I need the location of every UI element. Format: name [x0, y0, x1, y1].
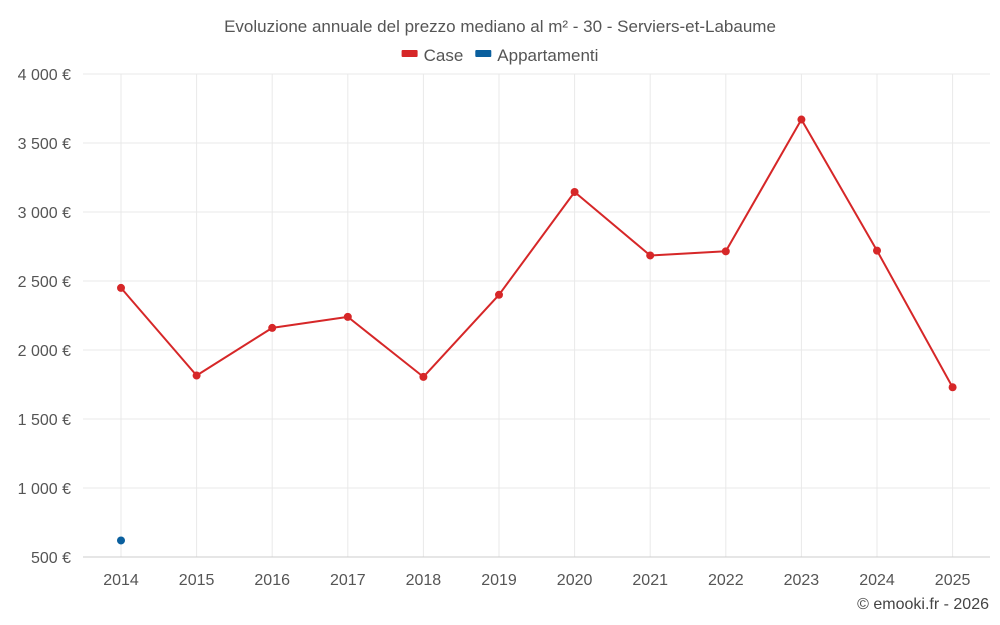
data-point-case-2020[interactable] — [570, 187, 579, 196]
data-point-case-2025[interactable] — [948, 383, 957, 392]
series-line-case — [120, 118, 954, 388]
data-point-case-2024[interactable] — [873, 246, 881, 255]
x-tick-label: 2016 — [254, 572, 290, 589]
y-tick-label: 2 000 € — [18, 343, 71, 360]
x-tick-label: 2024 — [859, 572, 895, 589]
y-tick-label: 3 500 € — [18, 136, 71, 153]
x-tick-label: 2018 — [406, 572, 442, 589]
data-point-case-2018[interactable] — [419, 372, 428, 381]
x-tick-label: 2017 — [330, 572, 366, 589]
legend-swatch — [475, 50, 492, 57]
legend-label: Case — [424, 46, 464, 65]
x-tick-label: 2014 — [103, 572, 139, 589]
x-tick-label: 2025 — [935, 572, 971, 589]
legend-label: Appartamenti — [497, 46, 598, 65]
chart-title: Evoluzione annuale del prezzo mediano al… — [224, 17, 776, 36]
data-point-case-2021[interactable] — [646, 251, 655, 260]
y-axis: 500 € 1 000 € 1 500 € 2 000 € 2 500 € 3 000 €… — [18, 67, 71, 567]
y-tick-label: 1 000 € — [18, 481, 71, 498]
data-point-appartamenti-2014[interactable] — [117, 536, 125, 545]
data-point-case-2017[interactable] — [343, 312, 352, 321]
data-point-case-2015[interactable] — [192, 371, 201, 380]
grid — [83, 73, 990, 558]
y-tick-label: 3 000 € — [18, 205, 71, 222]
x-tick-label: 2021 — [632, 572, 668, 589]
legend-item-case[interactable]: Case — [401, 46, 464, 65]
y-tick-label: 1 500 € — [18, 412, 71, 429]
legend-item-appartamenti[interactable]: Appartamenti — [475, 46, 598, 65]
y-tick-label: 4 000 € — [18, 67, 71, 84]
x-tick-label: 2020 — [557, 572, 593, 589]
x-tick-label: 2022 — [708, 572, 744, 589]
x-axis: 2014 2015 2016 2017 2018 2019 2020 2021 2022 2023… — [103, 572, 970, 589]
x-tick-label: 2015 — [179, 572, 215, 589]
data-point-case-2022[interactable] — [721, 247, 730, 256]
data-point-case-2019[interactable] — [495, 290, 503, 299]
series-group — [117, 115, 957, 545]
legend-swatch — [401, 50, 418, 57]
x-tick-label: 2023 — [784, 572, 820, 589]
data-point-case-2016[interactable] — [268, 323, 277, 332]
y-tick-label: 2 500 € — [18, 274, 71, 291]
legend: Case Appartamenti — [401, 46, 598, 65]
data-point-case-2014[interactable] — [117, 283, 125, 292]
credit-text: © emooki.fr - 2026 — [857, 596, 989, 613]
data-point-case-2023[interactable] — [797, 115, 806, 124]
x-tick-label: 2019 — [481, 572, 517, 589]
y-tick-label: 500 € — [31, 550, 71, 567]
